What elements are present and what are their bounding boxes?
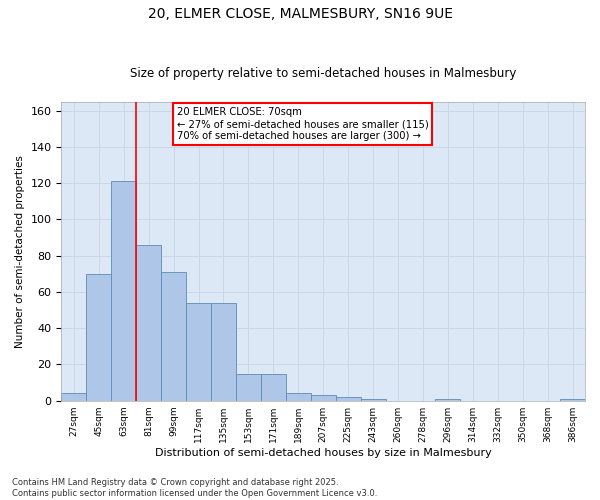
Bar [136,245,161,400]
Bar [111,182,136,400]
Bar [211,303,236,400]
Title: Size of property relative to semi-detached houses in Malmesbury: Size of property relative to semi-detach… [130,66,517,80]
Bar [236,374,261,400]
Bar [61,394,86,400]
Bar [86,274,111,400]
Bar [261,374,286,400]
Y-axis label: Number of semi-detached properties: Number of semi-detached properties [15,154,25,348]
Text: 20 ELMER CLOSE: 70sqm
← 27% of semi-detached houses are smaller (115)
70% of sem: 20 ELMER CLOSE: 70sqm ← 27% of semi-deta… [176,108,428,140]
Bar [161,272,186,400]
Bar [436,399,460,400]
Text: 20, ELMER CLOSE, MALMESBURY, SN16 9UE: 20, ELMER CLOSE, MALMESBURY, SN16 9UE [148,8,452,22]
X-axis label: Distribution of semi-detached houses by size in Malmesbury: Distribution of semi-detached houses by … [155,448,491,458]
Bar [335,397,361,400]
Bar [286,394,311,400]
Bar [361,399,386,400]
Bar [186,303,211,400]
Bar [560,399,585,400]
Text: Contains HM Land Registry data © Crown copyright and database right 2025.
Contai: Contains HM Land Registry data © Crown c… [12,478,377,498]
Bar [311,396,335,400]
